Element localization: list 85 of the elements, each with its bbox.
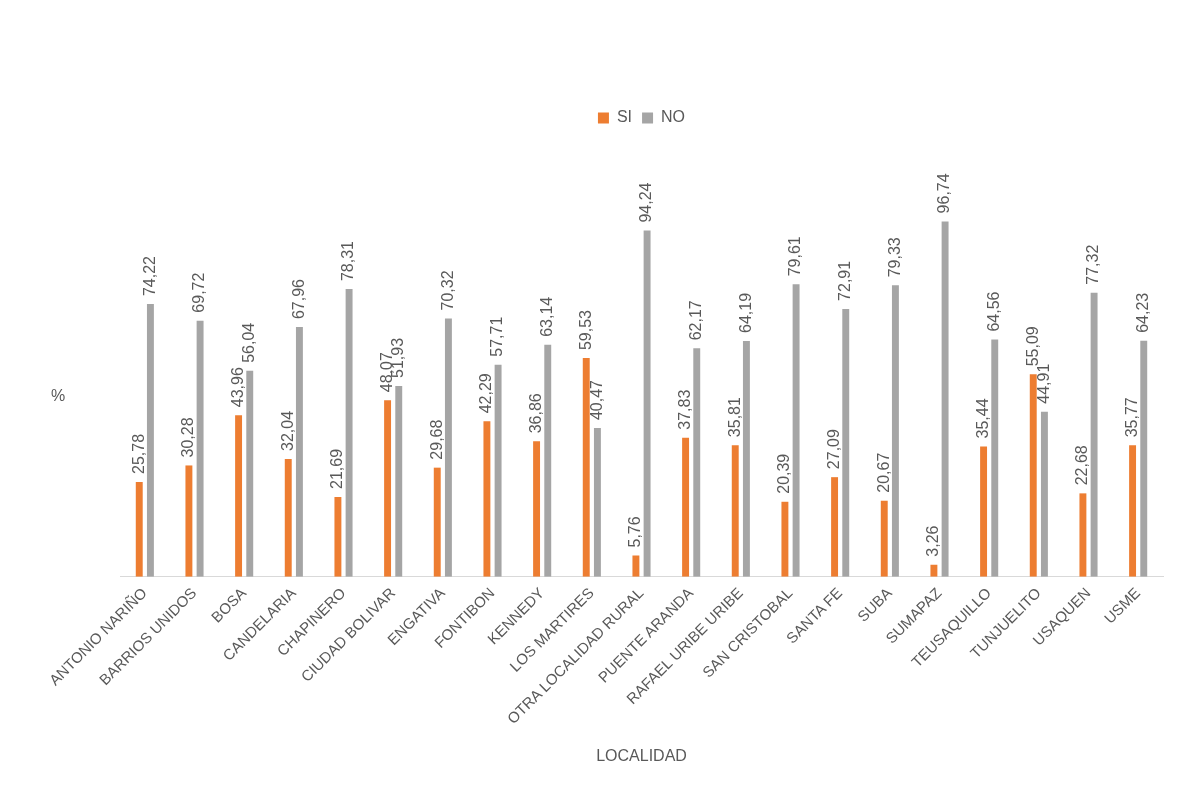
data-label: 3,26 bbox=[924, 525, 942, 557]
bar bbox=[196, 320, 204, 577]
data-label: 36,86 bbox=[526, 393, 544, 434]
data-label: 21,69 bbox=[328, 448, 346, 489]
bar bbox=[991, 339, 999, 577]
y-axis-title: % bbox=[50, 386, 66, 404]
bar bbox=[444, 318, 452, 577]
data-label: 40,47 bbox=[587, 379, 605, 421]
data-label: 64,19 bbox=[736, 292, 754, 333]
bar bbox=[930, 564, 938, 577]
data-label: 56,04 bbox=[240, 322, 258, 363]
bar bbox=[792, 284, 800, 577]
bar bbox=[891, 285, 899, 577]
bar bbox=[1129, 445, 1137, 577]
bar bbox=[533, 441, 541, 577]
bar bbox=[781, 501, 789, 577]
bar bbox=[146, 304, 154, 577]
bar bbox=[1079, 493, 1087, 577]
data-label: 96,74 bbox=[935, 173, 953, 214]
data-label: 79,61 bbox=[786, 236, 804, 277]
bar bbox=[831, 477, 839, 577]
bar bbox=[582, 358, 590, 577]
bar bbox=[544, 344, 552, 577]
data-label: 29,68 bbox=[427, 419, 445, 460]
data-label: 78,31 bbox=[339, 240, 357, 282]
data-label: 72,91 bbox=[836, 260, 854, 301]
data-label: 79,33 bbox=[885, 237, 903, 278]
bar bbox=[1140, 340, 1148, 577]
bar bbox=[941, 221, 949, 577]
bar bbox=[334, 496, 342, 577]
legend-label: SI bbox=[616, 108, 633, 126]
data-label: 35,44 bbox=[973, 398, 991, 439]
data-label: 55,09 bbox=[1023, 326, 1041, 367]
bar bbox=[980, 446, 988, 577]
data-label: 77,32 bbox=[1084, 244, 1102, 285]
data-label: 70,32 bbox=[438, 270, 456, 311]
data-label: 64,56 bbox=[985, 291, 1003, 332]
data-label: 5,76 bbox=[626, 516, 644, 548]
bar bbox=[742, 340, 750, 577]
bar bbox=[384, 400, 392, 577]
data-label: 22,68 bbox=[1073, 445, 1091, 486]
data-label: 59,53 bbox=[576, 309, 594, 351]
bar bbox=[632, 555, 640, 577]
bar bbox=[246, 370, 254, 577]
data-label: 63,14 bbox=[538, 296, 556, 337]
data-label: 43,96 bbox=[228, 367, 246, 408]
data-label: 94,24 bbox=[637, 182, 655, 223]
data-label: 42,29 bbox=[477, 373, 495, 414]
bar bbox=[235, 415, 243, 577]
data-label: 25,78 bbox=[129, 433, 147, 474]
bar bbox=[1090, 292, 1098, 577]
x-axis-title: LOCALIDAD bbox=[596, 746, 687, 764]
bar bbox=[295, 327, 303, 577]
data-label: 20,67 bbox=[874, 452, 892, 493]
data-label: 35,81 bbox=[725, 397, 743, 438]
data-label: 35,77 bbox=[1122, 397, 1140, 438]
data-label: 67,96 bbox=[289, 278, 307, 320]
bar bbox=[842, 308, 850, 577]
data-label: 37,83 bbox=[675, 389, 693, 430]
bar bbox=[593, 428, 601, 577]
data-label: 74,22 bbox=[140, 255, 158, 297]
legend-label: NO bbox=[661, 108, 686, 126]
bar bbox=[185, 465, 193, 577]
bar bbox=[682, 437, 690, 577]
data-label: 27,09 bbox=[824, 429, 842, 470]
data-label: 57,71 bbox=[488, 316, 506, 357]
bar bbox=[1040, 411, 1048, 577]
bar bbox=[880, 500, 888, 577]
bar bbox=[731, 445, 739, 577]
data-label: 30,28 bbox=[179, 417, 197, 458]
bar bbox=[395, 385, 403, 577]
bar bbox=[494, 364, 502, 577]
bar bbox=[284, 458, 292, 577]
data-label: 69,72 bbox=[190, 272, 208, 313]
bar bbox=[433, 467, 441, 577]
bar bbox=[1029, 374, 1037, 577]
bar bbox=[135, 481, 143, 577]
data-label: 32,04 bbox=[278, 410, 296, 451]
bar bbox=[693, 348, 701, 577]
bar bbox=[345, 289, 353, 577]
data-label: 62,17 bbox=[687, 300, 705, 341]
bar bbox=[483, 421, 491, 577]
data-label: 20,39 bbox=[775, 453, 793, 494]
data-label: 64,23 bbox=[1134, 292, 1152, 333]
bar bbox=[643, 230, 651, 577]
